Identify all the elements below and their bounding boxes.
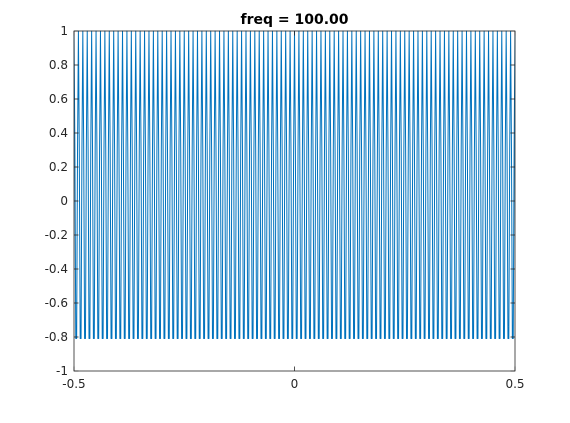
y-tick-label: 0.2 — [49, 160, 68, 174]
y-tick-label: -0.2 — [45, 228, 68, 242]
x-tick-label: 0 — [291, 377, 299, 391]
x-tick-label: 0.5 — [505, 377, 524, 391]
y-tick-label: -0.8 — [45, 330, 68, 344]
chart-title: freq = 100.00 — [240, 12, 348, 28]
y-tick-label: 0.6 — [49, 92, 68, 106]
y-tick-label: -0.4 — [45, 262, 68, 276]
y-tick-label: 0.8 — [49, 58, 68, 72]
x-tick-label: -0.5 — [62, 377, 85, 391]
y-tick-label: 0.4 — [49, 126, 68, 140]
axes-layer: -0.5 0 0.5 -1 -0.8 -0.6 -0.4 -0.2 0 0.2 0.4 0.6 0.8 1 — [45, 24, 525, 391]
y-tick-label: 1 — [60, 24, 68, 38]
y-tick-label: 0 — [60, 194, 68, 208]
y-tick-label: -1 — [56, 364, 68, 378]
y-tick-label: -0.6 — [45, 296, 68, 310]
